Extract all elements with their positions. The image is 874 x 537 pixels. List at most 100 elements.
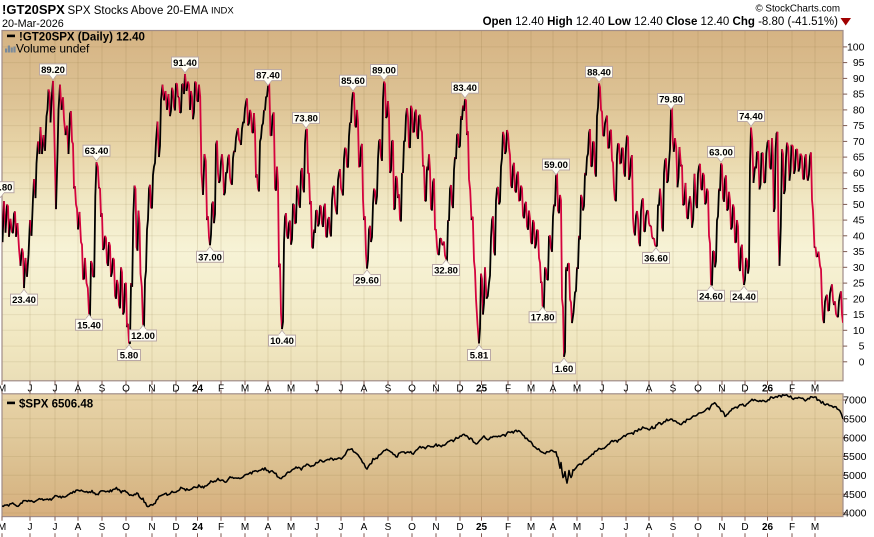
svg-text:$SPX 6506.48: $SPX 6506.48 — [19, 399, 94, 411]
svg-text:A: A — [75, 384, 82, 395]
svg-text:O: O — [694, 522, 702, 533]
svg-text:A: A — [265, 384, 272, 395]
svg-text:J: J — [339, 384, 344, 395]
svg-text:F: F — [505, 384, 511, 395]
svg-text:75: 75 — [853, 120, 865, 132]
svg-text:M: M — [573, 522, 581, 533]
svg-text:F: F — [789, 522, 795, 533]
svg-text:59.00: 59.00 — [544, 160, 568, 171]
svg-text:5000: 5000 — [843, 470, 867, 482]
svg-text:70: 70 — [853, 136, 865, 148]
svg-text:S: S — [385, 384, 392, 395]
svg-text:A: A — [361, 384, 368, 395]
svg-text:1.60: 1.60 — [555, 364, 574, 375]
svg-text:O: O — [122, 522, 130, 533]
svg-text:24.40: 24.40 — [732, 292, 756, 303]
svg-text:100: 100 — [847, 42, 865, 54]
svg-text:J: J — [315, 522, 320, 533]
svg-text:O: O — [408, 522, 416, 533]
svg-text:D: D — [172, 384, 179, 395]
svg-text:F: F — [218, 384, 224, 395]
svg-text:!GT20SPX (Daily) 12.40: !GT20SPX (Daily) 12.40 — [19, 32, 145, 44]
svg-text:Open 12.40 High 12.40 Low 12.4: Open 12.40 High 12.40 Low 12.40 Close 12… — [483, 16, 839, 28]
svg-text:74.40: 74.40 — [739, 112, 763, 123]
svg-text:5: 5 — [859, 341, 865, 353]
svg-text:F: F — [505, 522, 511, 533]
svg-text:S: S — [670, 384, 677, 395]
svg-text:15.40: 15.40 — [77, 320, 101, 331]
svg-text:D: D — [172, 522, 179, 533]
svg-text:M: M — [527, 384, 535, 395]
svg-text:24: 24 — [192, 384, 204, 395]
svg-text:A: A — [646, 522, 653, 533]
svg-text:A: A — [75, 522, 82, 533]
svg-text:89.20: 89.20 — [41, 65, 65, 76]
svg-text:M: M — [527, 522, 535, 533]
svg-text:55: 55 — [853, 183, 865, 195]
svg-text:F: F — [789, 384, 795, 395]
svg-text:S: S — [385, 522, 392, 533]
svg-text:A: A — [550, 384, 557, 395]
svg-text:73.80: 73.80 — [294, 113, 318, 124]
svg-text:36.60: 36.60 — [644, 254, 668, 265]
svg-text:85: 85 — [853, 89, 865, 101]
svg-text:79.80: 79.80 — [659, 95, 683, 106]
svg-text:29.60: 29.60 — [355, 276, 379, 287]
svg-text:40: 40 — [853, 230, 865, 242]
svg-text:M: M — [573, 384, 581, 395]
svg-text:N: N — [432, 384, 439, 395]
svg-text:5.81: 5.81 — [470, 351, 489, 362]
svg-text:50: 50 — [853, 199, 865, 211]
svg-text:J: J — [315, 384, 320, 395]
svg-text:N: N — [718, 522, 725, 533]
svg-text:30: 30 — [853, 262, 865, 274]
svg-text:25: 25 — [476, 384, 488, 395]
svg-text:90: 90 — [853, 73, 865, 85]
svg-text:A: A — [646, 384, 653, 395]
svg-text:J: J — [624, 384, 629, 395]
svg-text:S: S — [99, 384, 106, 395]
svg-text:!GT20SPX: !GT20SPX — [2, 2, 65, 17]
svg-text:88.40: 88.40 — [587, 67, 611, 78]
svg-text:10: 10 — [853, 325, 865, 337]
svg-text:91.40: 91.40 — [173, 58, 197, 69]
svg-text:INDX: INDX — [211, 6, 234, 17]
svg-text:6500: 6500 — [843, 413, 867, 425]
svg-text:J: J — [28, 384, 33, 395]
svg-text:A: A — [361, 522, 368, 533]
svg-text:6000: 6000 — [843, 432, 867, 444]
svg-text:J: J — [53, 384, 58, 395]
svg-text:J: J — [600, 384, 605, 395]
svg-text:65: 65 — [853, 152, 865, 164]
svg-text:5.80: 5.80 — [120, 351, 139, 362]
svg-text:O: O — [122, 384, 130, 395]
svg-text:J: J — [28, 522, 33, 533]
svg-text:N: N — [148, 384, 155, 395]
svg-text:J: J — [53, 522, 58, 533]
svg-text:4500: 4500 — [843, 489, 867, 501]
svg-text:15: 15 — [853, 309, 865, 321]
svg-text:4000: 4000 — [843, 508, 867, 520]
svg-text:M: M — [0, 384, 6, 395]
svg-text:J: J — [339, 522, 344, 533]
svg-text:7000: 7000 — [843, 395, 867, 407]
svg-text:O: O — [408, 384, 416, 395]
svg-text:M: M — [241, 522, 249, 533]
svg-text:80: 80 — [853, 105, 865, 117]
svg-text:Volume undef: Volume undef — [16, 42, 90, 56]
svg-text:J: J — [600, 522, 605, 533]
svg-text:12.00: 12.00 — [131, 331, 155, 342]
svg-text:M: M — [0, 522, 6, 533]
svg-text:© StockCharts.com: © StockCharts.com — [755, 4, 840, 15]
svg-text:A: A — [265, 522, 272, 533]
svg-text:17.80: 17.80 — [531, 313, 555, 324]
svg-text:37.00: 37.00 — [198, 252, 222, 263]
svg-text:25: 25 — [476, 522, 488, 533]
svg-text:M: M — [811, 522, 819, 533]
svg-text:N: N — [432, 522, 439, 533]
svg-text:26: 26 — [762, 384, 774, 395]
svg-text:M: M — [241, 384, 249, 395]
svg-text:O: O — [694, 384, 702, 395]
svg-text:D: D — [456, 522, 463, 533]
svg-text:N: N — [148, 522, 155, 533]
